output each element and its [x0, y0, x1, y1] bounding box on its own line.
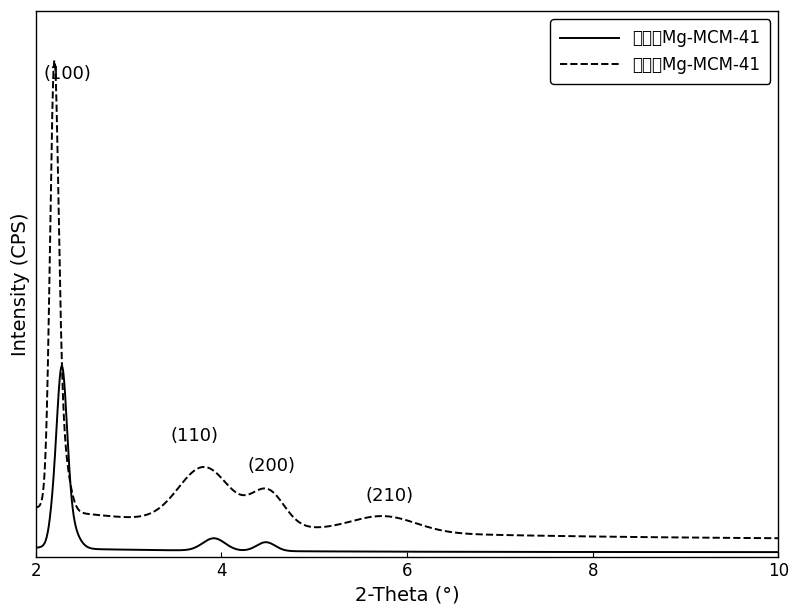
- Text: (200): (200): [247, 457, 295, 476]
- 锊烧后Mg-MCM-41: [774, 535, 783, 542]
- Text: (110): (110): [170, 428, 218, 445]
- Legend: 锊烧前Mg-MCM-41, 锊烧后Mg-MCM-41: 锊烧前Mg-MCM-41, 锊烧后Mg-MCM-41: [550, 20, 770, 84]
- 锊烧前Mg-MCM-41: [679, 548, 689, 556]
- Text: (100): (100): [43, 65, 91, 83]
- 锊烧前Mg-MCM-41: [116, 546, 126, 553]
- 锊烧前Mg-MCM-41: [316, 548, 326, 555]
- X-axis label: 2-Theta (°): 2-Theta (°): [354, 586, 459, 605]
- 锊烧前Mg-MCM-41: [57, 362, 66, 370]
- 锊烧后Mg-MCM-41: [348, 517, 358, 525]
- 锊烧后Mg-MCM-41: [316, 524, 326, 531]
- 锊烧前Mg-MCM-41: [774, 548, 783, 556]
- Y-axis label: Intensity (CPS): Intensity (CPS): [11, 213, 30, 356]
- 锊烧后Mg-MCM-41: [759, 535, 769, 542]
- 锊烧前Mg-MCM-41: [348, 548, 358, 555]
- 锊烧前Mg-MCM-41: [31, 544, 41, 551]
- Line: 锊烧后Mg-MCM-41: 锊烧后Mg-MCM-41: [36, 60, 778, 538]
- 锊烧后Mg-MCM-41: [160, 500, 170, 507]
- Line: 锊烧前Mg-MCM-41: 锊烧前Mg-MCM-41: [36, 366, 778, 552]
- 锊烧后Mg-MCM-41: [116, 513, 126, 521]
- 锊烧后Mg-MCM-41: [31, 504, 41, 511]
- 锊烧后Mg-MCM-41: [50, 57, 59, 64]
- 锊烧前Mg-MCM-41: [759, 548, 769, 556]
- 锊烧后Mg-MCM-41: [679, 534, 689, 541]
- 锊烧前Mg-MCM-41: [160, 546, 170, 554]
- Text: (210): (210): [366, 487, 414, 505]
